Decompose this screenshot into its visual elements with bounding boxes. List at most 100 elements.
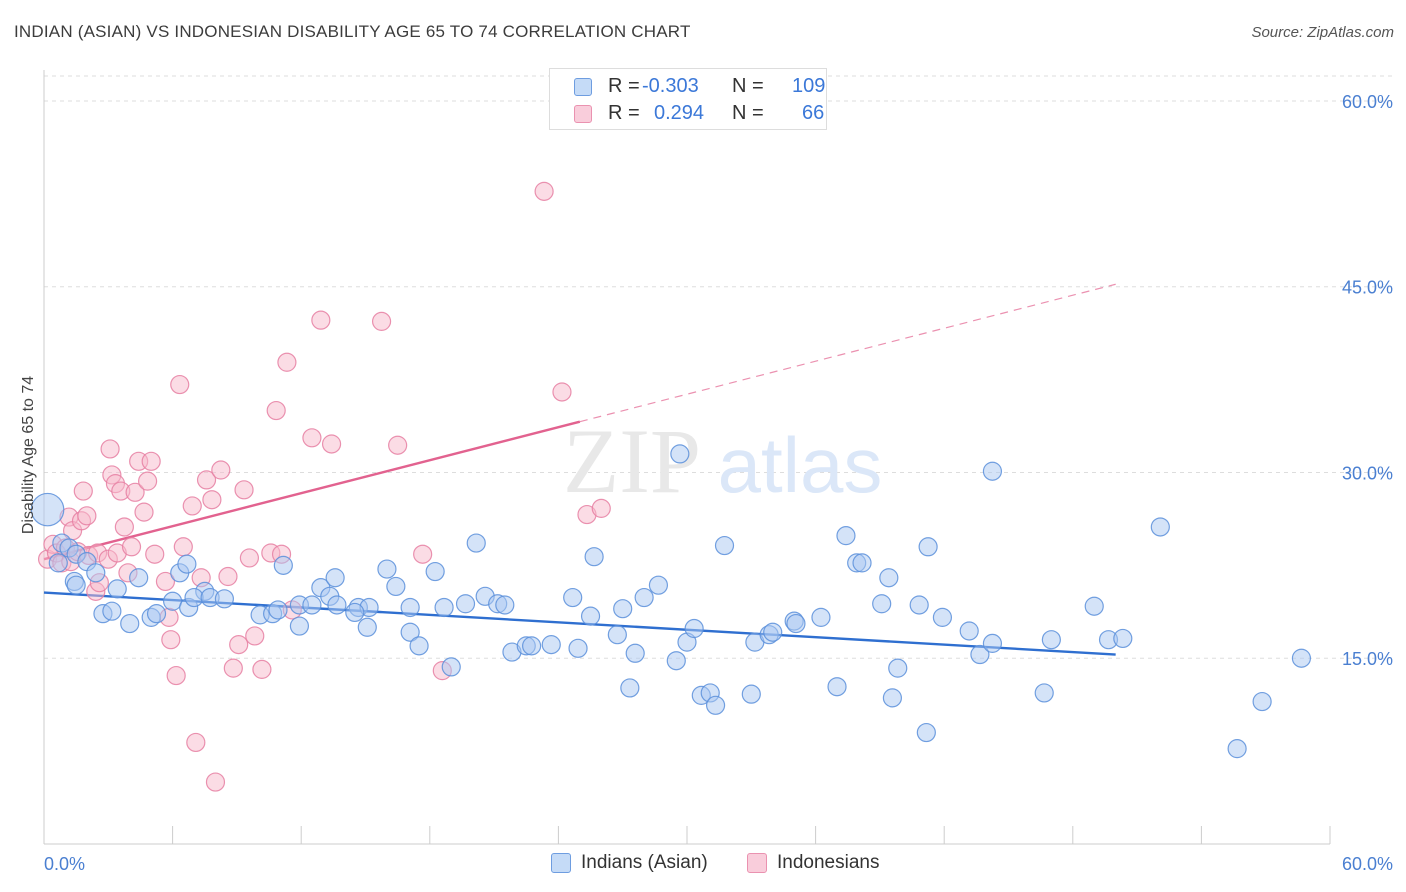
indonesian-point	[196, 470, 217, 490]
indian-point	[763, 622, 783, 642]
indian-point	[425, 561, 445, 582]
series-swatch-pink	[747, 853, 767, 873]
indonesian-point	[114, 517, 134, 537]
indian-point	[163, 591, 183, 611]
y-tick-label: 45.0%	[1342, 278, 1393, 298]
indian-point	[400, 622, 420, 642]
grid-lines	[44, 75, 1392, 659]
indian-point	[888, 658, 908, 678]
chart-title: INDIAN (ASIAN) VS INDONESIAN DISABILITY …	[14, 22, 691, 41]
indian-point	[909, 595, 929, 615]
indonesian-point	[186, 732, 206, 753]
indian-point	[441, 657, 461, 677]
indian-point	[714, 535, 735, 556]
indian-point	[268, 600, 288, 620]
indian-point	[648, 575, 669, 595]
watermark-atlas: atlas	[718, 421, 883, 509]
indonesian-point	[302, 428, 322, 448]
indian-point	[916, 722, 936, 743]
indian-point	[584, 547, 604, 567]
series-legend-label: Indians (Asian)	[581, 852, 708, 873]
indonesian-point	[229, 635, 249, 655]
indian-point	[455, 594, 476, 614]
indian-point	[327, 595, 347, 615]
indian-point	[466, 533, 486, 553]
indian-point	[882, 688, 903, 708]
indonesian-point	[388, 435, 408, 455]
indian-point	[827, 677, 847, 697]
indian-point	[670, 444, 690, 464]
legend-swatch-blue	[574, 78, 592, 96]
indian-point	[705, 695, 726, 715]
indian-point	[982, 461, 1003, 481]
indian-point	[852, 553, 872, 573]
indonesian-point	[77, 506, 97, 526]
indian-point	[434, 597, 454, 618]
series-swatch-blue	[551, 853, 571, 873]
indian-point	[811, 607, 831, 627]
indian-point	[107, 579, 127, 599]
indian-point	[918, 537, 938, 557]
indian-point	[970, 644, 990, 665]
legend-r-value: -0.303	[642, 75, 699, 97]
indian-point	[146, 604, 167, 624]
indian-point	[345, 602, 365, 623]
indonesian-point	[218, 566, 238, 587]
indonesian-point	[234, 480, 254, 500]
indonesian-point	[100, 439, 120, 459]
indian-point	[522, 636, 542, 656]
indian-point	[495, 595, 515, 615]
indian-point	[613, 599, 633, 619]
indian-point	[386, 576, 406, 597]
y-axis-label: Disability Age 65 to 74	[20, 376, 37, 534]
indian-point	[666, 651, 686, 671]
indian-point	[102, 601, 122, 621]
indian-point	[377, 559, 397, 579]
indian-point	[1252, 691, 1272, 712]
legend-swatch-pink	[574, 105, 592, 123]
indian-point	[129, 568, 149, 588]
legend-r-value: 0.294	[654, 102, 705, 124]
indian-point	[1227, 739, 1247, 759]
trend-line-dashed-1	[579, 283, 1116, 423]
y-tick-label: 15.0%	[1342, 649, 1393, 669]
indonesian-point	[552, 382, 572, 402]
indonesian-point	[202, 490, 222, 510]
indonesian-point	[166, 665, 186, 686]
indian-point	[66, 575, 86, 595]
indian-point	[741, 684, 761, 704]
indian-point	[786, 613, 806, 634]
indonesian-point	[591, 498, 611, 518]
indian-point	[1113, 628, 1133, 649]
series-legend-label: Indonesians	[777, 852, 880, 873]
indian-point	[959, 621, 979, 641]
indian-point	[289, 616, 310, 636]
legend-n-label: N =	[732, 75, 764, 97]
indonesian-point	[413, 544, 433, 564]
tick-labels: 15.0% 30.0% 45.0% 60.0% 0.0% 60.0%	[44, 92, 1393, 874]
indian-point	[879, 568, 899, 588]
indian-point	[982, 633, 1003, 653]
correlation-legend: R = -0.303 N = 109 R = 0.294 N = 66	[549, 68, 827, 130]
y-tick-label: 30.0%	[1342, 463, 1393, 483]
indian-point	[120, 613, 140, 634]
legend-n-value: 66	[802, 102, 825, 124]
indian-point	[580, 606, 601, 626]
indian-point	[357, 617, 377, 637]
indonesian-point	[73, 481, 93, 501]
indonesian-point	[321, 434, 342, 454]
indonesian-point	[161, 630, 181, 650]
indonesian-point	[205, 772, 226, 792]
indian-point	[568, 638, 588, 658]
indian-point	[836, 526, 856, 546]
indian-point	[30, 492, 65, 527]
indian-point	[1084, 596, 1104, 616]
y-tick-label: 60.0%	[1342, 92, 1393, 112]
indonesian-point	[125, 482, 145, 502]
indian-point	[932, 607, 953, 627]
x-tick-label: 60.0%	[1342, 854, 1393, 874]
data-points	[30, 181, 1312, 792]
indonesian-point	[155, 571, 176, 592]
indian-point	[48, 553, 68, 573]
indian-point	[86, 563, 106, 583]
